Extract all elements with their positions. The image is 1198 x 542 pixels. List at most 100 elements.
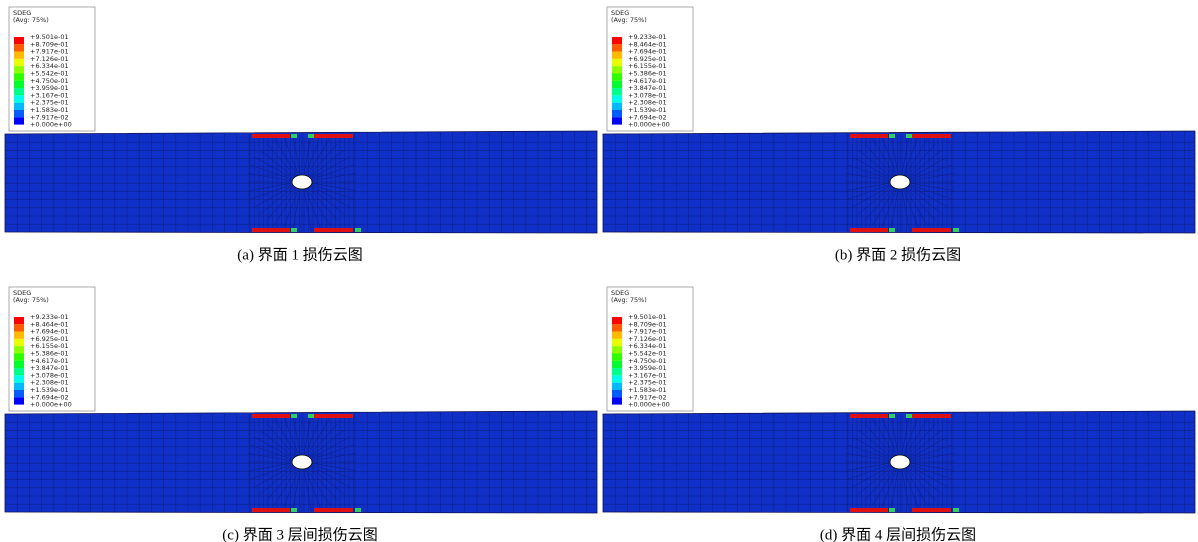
legend-swatch	[14, 332, 24, 339]
legend-swatch	[612, 74, 622, 81]
damage-edge	[953, 228, 959, 232]
legend-swatch	[14, 354, 24, 361]
legend-swatch	[612, 375, 622, 382]
damage-edge	[355, 508, 361, 512]
legend-swatch	[14, 59, 24, 66]
damage-edge	[906, 414, 912, 418]
legend-swatch	[14, 74, 24, 81]
damage-zone	[912, 134, 951, 138]
damage-zone	[850, 414, 888, 418]
legend-subtitle: (Avg: 75%)	[13, 296, 49, 304]
legend-swatch	[14, 368, 24, 375]
legend-swatch	[612, 59, 622, 66]
legend-swatch	[14, 52, 24, 59]
legend-swatch	[612, 324, 622, 331]
damage-edge	[308, 134, 314, 138]
damage-zone	[850, 228, 888, 232]
damage-zone	[252, 228, 290, 232]
damage-edge	[355, 228, 361, 232]
panel: SDEG(Avg: 75%)+9.233e-01+8.464e-01+7.694…	[5, 287, 597, 542]
legend-swatch	[612, 383, 622, 390]
legend-swatch	[612, 354, 622, 361]
damage-zone	[314, 414, 353, 418]
legend-swatch	[14, 37, 24, 44]
hole	[292, 175, 312, 189]
legend-label: +0.000e+00	[628, 121, 670, 129]
legend-swatch	[612, 390, 622, 397]
caption: (c) 界面 3 层间损伤云图	[222, 526, 377, 542]
legend-subtitle: (Avg: 75%)	[13, 16, 49, 24]
damage-zone	[252, 508, 290, 512]
legend-swatch	[612, 66, 622, 73]
legend-swatch	[14, 397, 24, 404]
legend-subtitle: (Avg: 75%)	[611, 16, 647, 24]
legend-swatch	[612, 95, 622, 102]
damage-edge	[291, 414, 297, 418]
legend-swatch	[14, 66, 24, 73]
legend-swatch	[612, 81, 622, 88]
damage-edge	[291, 228, 297, 232]
caption: (b) 界面 2 损伤云图	[835, 246, 961, 263]
hole	[890, 175, 910, 189]
legend-swatch	[612, 368, 622, 375]
legend-swatch	[14, 88, 24, 95]
legend-swatch	[14, 317, 24, 324]
legend-swatch	[612, 37, 622, 44]
caption: (d) 界面 4 层间损伤云图	[820, 526, 976, 542]
caption: (a) 界面 1 损伤云图	[237, 246, 362, 263]
damage-zone	[850, 508, 888, 512]
damage-zone	[252, 134, 290, 138]
legend-label: +0.000e+00	[628, 401, 670, 409]
damage-edge	[953, 508, 959, 512]
legend-swatch	[612, 117, 622, 124]
damage-zone	[252, 414, 290, 418]
damage-edge	[291, 508, 297, 512]
damage-edge	[906, 134, 912, 138]
damage-zone	[912, 228, 951, 232]
damage-edge	[889, 228, 895, 232]
damage-edge	[889, 508, 895, 512]
legend-swatch	[612, 397, 622, 404]
legend-swatch	[612, 52, 622, 59]
damage-edge	[291, 134, 297, 138]
legend-swatch	[14, 44, 24, 51]
legend-swatch	[612, 317, 622, 324]
legend-swatch	[14, 390, 24, 397]
panel: SDEG(Avg: 75%)+9.233e-01+8.464e-01+7.694…	[603, 7, 1195, 263]
legend-swatch	[612, 110, 622, 117]
legend-label: +0.000e+00	[30, 121, 72, 129]
legend-swatch	[612, 361, 622, 368]
figure: SDEG(Avg: 75%)+9.501e-01+8.709e-01+7.917…	[0, 0, 1198, 542]
hole	[890, 455, 910, 469]
legend-subtitle: (Avg: 75%)	[611, 296, 647, 304]
legend-swatch	[14, 383, 24, 390]
legend-swatch	[612, 88, 622, 95]
damage-zone	[314, 134, 353, 138]
damage-zone	[314, 508, 353, 512]
damage-zone	[314, 228, 353, 232]
legend-swatch	[14, 95, 24, 102]
hole	[292, 455, 312, 469]
panel: SDEG(Avg: 75%)+9.501e-01+8.709e-01+7.917…	[5, 7, 597, 263]
damage-edge	[308, 414, 314, 418]
damage-edge	[889, 134, 895, 138]
damage-zone	[912, 414, 951, 418]
legend-swatch	[14, 110, 24, 117]
legend-label: +0.000e+00	[30, 401, 72, 409]
legend-swatch	[612, 346, 622, 353]
legend-swatch	[14, 375, 24, 382]
legend-swatch	[612, 103, 622, 110]
legend-swatch	[14, 361, 24, 368]
legend-swatch	[14, 103, 24, 110]
legend-swatch	[14, 81, 24, 88]
legend-swatch	[612, 44, 622, 51]
damage-edge	[889, 414, 895, 418]
legend-swatch	[14, 324, 24, 331]
legend-swatch	[612, 332, 622, 339]
damage-zone	[850, 134, 888, 138]
legend-swatch	[14, 346, 24, 353]
legend-swatch	[612, 339, 622, 346]
legend-swatch	[14, 117, 24, 124]
panel: SDEG(Avg: 75%)+9.501e-01+8.709e-01+7.917…	[603, 287, 1195, 542]
legend-swatch	[14, 339, 24, 346]
